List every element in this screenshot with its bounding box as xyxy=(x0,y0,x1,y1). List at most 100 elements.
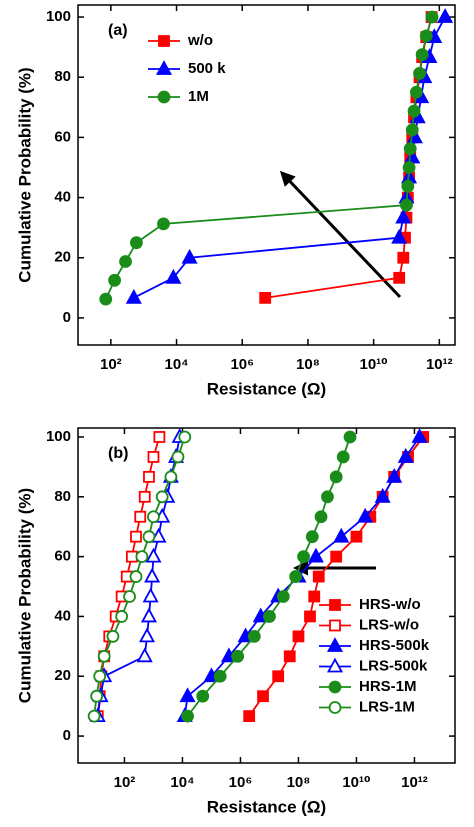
x-tick-label: 10² xyxy=(114,774,136,791)
marker xyxy=(413,67,426,80)
y-tick-label: 60 xyxy=(54,548,71,565)
marker xyxy=(308,590,321,603)
marker xyxy=(130,236,143,250)
marker xyxy=(97,649,111,663)
marker xyxy=(129,570,143,583)
marker xyxy=(321,490,334,504)
legend-marker xyxy=(157,90,171,104)
x-tick-label: 10⁸ xyxy=(296,356,320,373)
legend-marker xyxy=(326,657,344,673)
marker xyxy=(407,104,421,118)
legend-label: w/o xyxy=(187,32,213,49)
marker xyxy=(283,650,296,663)
marker xyxy=(155,490,169,504)
marker xyxy=(393,271,406,284)
marker xyxy=(115,610,129,623)
marker xyxy=(257,690,269,703)
marker xyxy=(336,450,350,464)
y-tick-label: 20 xyxy=(54,667,71,684)
marker xyxy=(165,268,182,284)
x-tick-label: 10⁶ xyxy=(229,774,253,791)
marker xyxy=(125,550,138,563)
marker xyxy=(263,610,276,623)
marker xyxy=(411,428,428,443)
y-axis-label: Cumulative Probability (%) xyxy=(15,488,34,703)
marker xyxy=(403,142,417,156)
y-tick-label: 80 xyxy=(54,68,71,85)
legend-label: 500 k xyxy=(188,60,226,77)
y-tick-label: 100 xyxy=(46,428,71,445)
marker xyxy=(142,530,156,544)
marker xyxy=(247,629,261,643)
y-tick-label: 20 xyxy=(54,249,71,266)
marker xyxy=(99,292,113,306)
marker xyxy=(276,590,290,603)
marker xyxy=(178,430,192,444)
legend-label: HRS-500k xyxy=(359,637,430,654)
trend-arrow xyxy=(279,170,402,299)
marker xyxy=(395,208,412,224)
marker xyxy=(330,550,343,563)
y-tick-label: 100 xyxy=(46,8,71,25)
marker xyxy=(292,630,305,643)
x-tick-label: 10⁴ xyxy=(170,774,194,791)
x-tick-label: 10⁶ xyxy=(230,356,254,373)
marker xyxy=(130,530,142,543)
marker xyxy=(125,288,142,304)
marker xyxy=(136,647,153,663)
marker xyxy=(289,570,303,583)
marker xyxy=(150,527,167,543)
marker xyxy=(312,570,325,583)
x-axis-label: Resistance (Ω) xyxy=(207,797,326,816)
marker xyxy=(145,547,162,563)
marker xyxy=(243,710,256,723)
marker xyxy=(304,610,316,623)
marker xyxy=(164,470,178,484)
marker xyxy=(402,161,416,174)
y-tick-label: 80 xyxy=(54,488,71,505)
marker xyxy=(272,670,285,683)
marker xyxy=(179,687,196,703)
y-tick-label: 40 xyxy=(54,607,71,624)
marker xyxy=(140,607,157,623)
marker xyxy=(305,530,319,544)
marker xyxy=(143,470,155,483)
marker xyxy=(142,587,159,603)
marker xyxy=(391,228,408,244)
legend-marker xyxy=(326,637,344,652)
series-line xyxy=(104,16,433,300)
marker xyxy=(425,10,439,24)
marker xyxy=(419,29,433,43)
legend-marker xyxy=(329,599,341,611)
marker xyxy=(374,487,391,503)
marker xyxy=(181,248,198,264)
legend-label: HRS-w/o xyxy=(359,596,421,613)
marker xyxy=(400,198,413,212)
legend-marker xyxy=(329,619,341,632)
panel-label: (a) xyxy=(108,22,128,39)
legend-label: LRS-1M xyxy=(359,698,415,715)
legend-marker xyxy=(328,680,342,694)
legend-label: LRS-w/o xyxy=(359,616,419,633)
plot-frame xyxy=(77,4,456,346)
x-axis-label: Resistance (Ω) xyxy=(207,379,326,398)
x-tick-label: 10¹² xyxy=(401,774,428,791)
marker xyxy=(386,467,403,483)
x-tick-label: 10⁴ xyxy=(164,356,188,373)
marker xyxy=(314,510,328,524)
marker xyxy=(134,510,147,523)
y-tick-label: 0 xyxy=(63,727,71,744)
marker xyxy=(259,291,272,304)
marker xyxy=(213,669,227,683)
legend-marker xyxy=(328,701,342,714)
x-tick-label: 10¹⁰ xyxy=(360,356,388,373)
panel-label: (b) xyxy=(108,445,128,462)
x-tick-label: 10² xyxy=(100,356,122,373)
x-tick-label: 10¹⁰ xyxy=(342,774,370,791)
marker xyxy=(329,470,343,484)
marker xyxy=(147,510,160,524)
marker xyxy=(144,567,161,583)
marker xyxy=(405,123,419,137)
marker xyxy=(135,550,149,564)
